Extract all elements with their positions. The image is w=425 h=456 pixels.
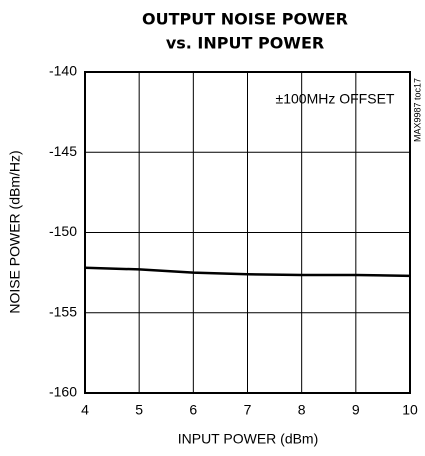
- y-tick-label: -150: [49, 223, 77, 239]
- x-tick-label: 5: [135, 402, 143, 418]
- x-tick-label: 7: [244, 402, 252, 418]
- y-tick-label: -145: [49, 143, 77, 159]
- chart-title: OUTPUT NOISE POWER: [142, 10, 348, 29]
- annotation: MAX9987 toc17: [412, 78, 422, 142]
- y-tick-label: -140: [49, 63, 77, 79]
- x-tick-label: 8: [298, 402, 306, 418]
- plot-frame: [84, 71, 411, 394]
- x-tick-label: 10: [402, 402, 418, 418]
- x-axis-label: INPUT POWER (dBm): [178, 431, 319, 447]
- y-tick-label: -155: [49, 303, 77, 319]
- x-tick-label: 6: [189, 402, 197, 418]
- x-tick-label: 9: [352, 402, 360, 418]
- y-tick-label: -160: [49, 384, 77, 400]
- y-axis-label: NOISE POWER (dBm/Hz): [7, 150, 23, 313]
- x-tick-label: 4: [81, 402, 89, 418]
- annotation: ±100MHz OFFSET: [276, 91, 395, 107]
- chart-subtitle: vs. INPUT POWER: [166, 34, 324, 53]
- data-line: [84, 266, 411, 278]
